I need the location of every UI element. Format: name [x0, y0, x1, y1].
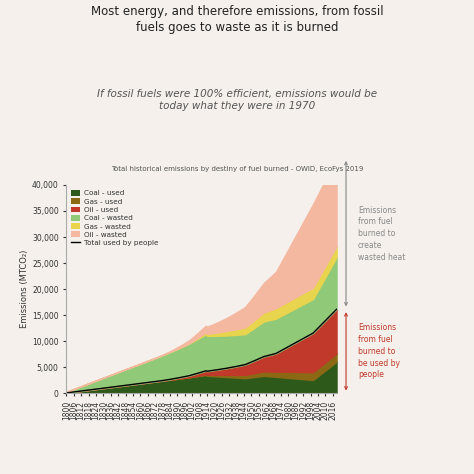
Text: If fossil fuels were 100% efficient, emissions would be
today what they were in : If fossil fuels were 100% efficient, emi… [97, 89, 377, 111]
Text: Emissions
from fuel
burned to
be used by
people: Emissions from fuel burned to be used by… [358, 323, 400, 380]
Legend: Coal - used, Gas - used, Oil - used, Coal - wasted, Gas - wasted, Oil - wasted, : Coal - used, Gas - used, Oil - used, Coa… [70, 189, 160, 247]
Text: Emissions
from fuel
burned to
create
wasted heat: Emissions from fuel burned to create was… [358, 206, 405, 262]
Text: Most energy, and therefore emissions, from fossil
fuels goes to waste as it is b: Most energy, and therefore emissions, fr… [91, 5, 383, 34]
Text: Total historical emissions by destiny of fuel burned - OWID, EcoFys 2019: Total historical emissions by destiny of… [111, 166, 363, 172]
Y-axis label: Emissions (MTCO₂): Emissions (MTCO₂) [20, 250, 29, 328]
